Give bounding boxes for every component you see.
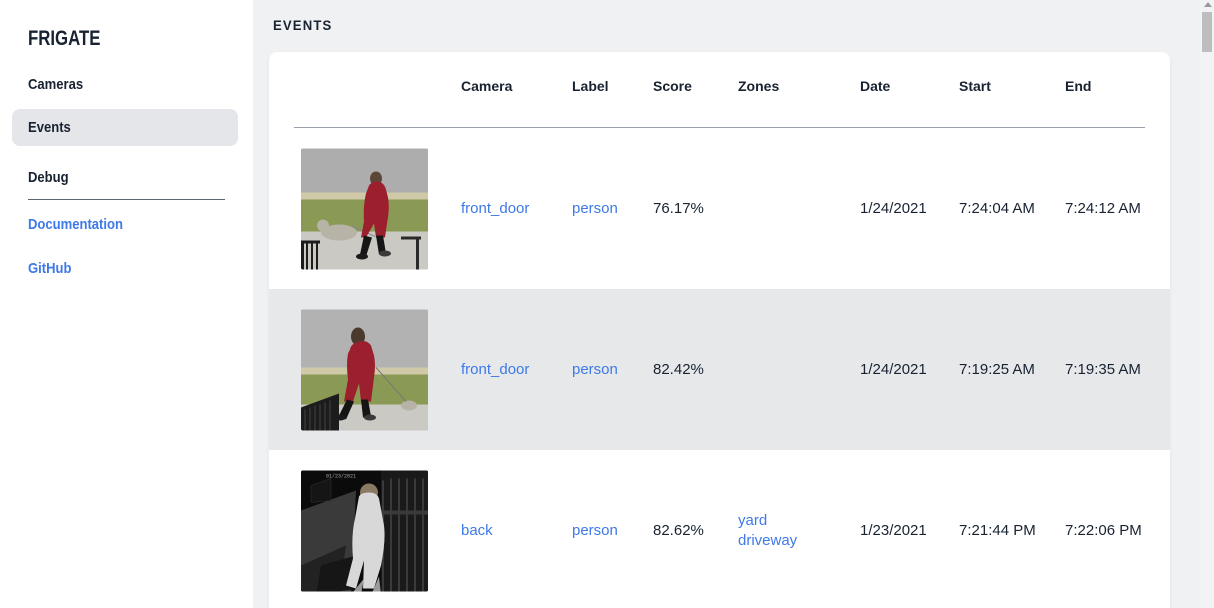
svg-text:01/23/2021: 01/23/2021 <box>326 473 356 479</box>
